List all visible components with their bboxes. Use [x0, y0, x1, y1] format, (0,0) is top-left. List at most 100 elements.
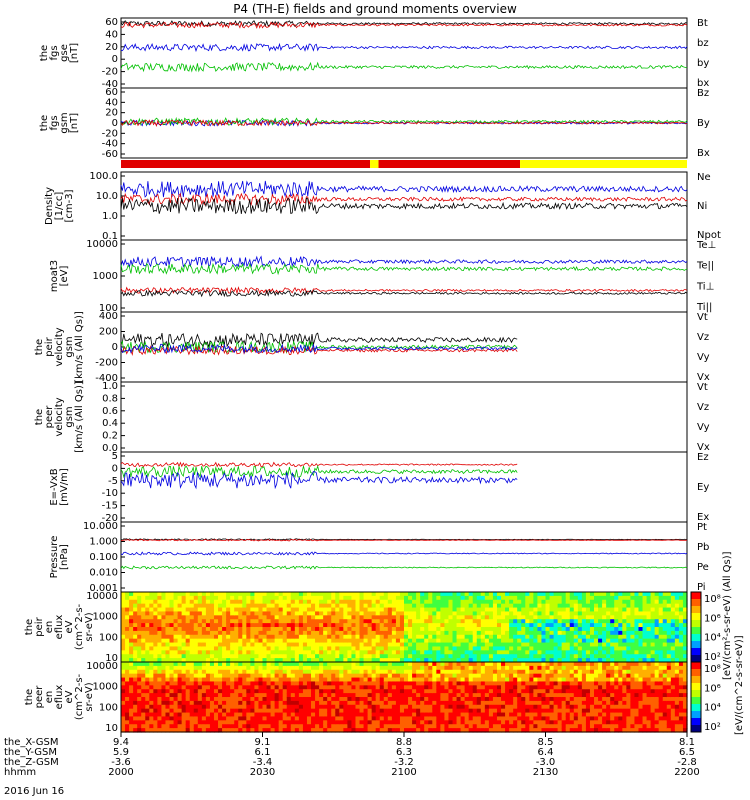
heatmap-cell — [501, 673, 506, 679]
heatmap-cell — [412, 662, 417, 667]
heatmap-cell — [185, 677, 191, 683]
heatmap-cell — [444, 595, 450, 601]
heatmap-cell — [286, 595, 292, 601]
heatmap-cell — [626, 681, 631, 686]
heatmap-cell — [513, 669, 518, 675]
heatmap-cell — [606, 689, 611, 694]
heatmap-cell — [278, 720, 284, 725]
heatmap-cell — [278, 654, 284, 659]
heatmap-cell — [201, 642, 207, 648]
heatmap-cell — [557, 689, 563, 694]
heatmap-cell — [581, 700, 587, 706]
heatmap-cell — [557, 712, 563, 718]
heatmap-cell — [149, 615, 154, 620]
heatmap-cell — [347, 623, 353, 628]
heatmap-cell — [258, 603, 264, 609]
heatmap-cell — [484, 677, 490, 683]
heatmap-cell — [302, 595, 308, 601]
heatmap-cell — [387, 634, 393, 640]
heatmap-cell — [484, 720, 490, 725]
heatmap-cell — [509, 673, 514, 679]
heatmap-cell — [505, 634, 510, 640]
heatmap-cell — [428, 603, 433, 609]
heatmap-cell — [513, 708, 518, 714]
heatmap-cell — [181, 619, 187, 624]
heatmap-cell — [201, 700, 207, 706]
heatmap-cell — [294, 658, 300, 663]
heatmap-cell — [452, 665, 458, 671]
heatmap-cell — [387, 708, 393, 714]
heatmap-cell — [682, 642, 688, 648]
heatmap-cell — [416, 599, 421, 605]
heatmap-cell — [302, 630, 308, 636]
heatmap-cell — [278, 662, 284, 667]
heatmap-cell — [306, 693, 312, 698]
heatmap-cell — [589, 681, 595, 686]
series-blue — [120, 551, 688, 556]
heatmap-cell — [440, 685, 446, 690]
heatmap-cell — [246, 665, 251, 671]
heatmap-cell — [185, 658, 191, 663]
heatmap-cell — [189, 595, 195, 601]
heatmap-cell — [545, 693, 551, 698]
heatmap-cell — [513, 697, 518, 702]
heatmap-cell — [185, 662, 191, 667]
heatmap-cell — [149, 720, 154, 725]
heatmap-cell — [274, 700, 280, 706]
heatmap-cell — [359, 704, 365, 710]
heatmap-cell — [391, 662, 397, 667]
heatmap-cell — [460, 623, 466, 628]
heatmap-cell — [222, 592, 227, 597]
heatmap-cell — [541, 669, 547, 675]
heatmap-cell — [294, 681, 300, 686]
heatmap-cell — [375, 646, 381, 651]
heatmap-cell — [448, 662, 454, 667]
heatmap-cell — [573, 700, 579, 706]
heatmap-cell — [286, 619, 292, 624]
heatmap-cell — [598, 693, 603, 698]
heatmap-cell — [149, 607, 154, 613]
heatmap-cell — [581, 646, 587, 651]
heatmap-cell — [444, 724, 450, 729]
heatmap-cell — [464, 615, 470, 620]
heatmap-cell — [274, 712, 280, 718]
heatmap-cell — [541, 654, 547, 659]
heatmap-cell — [125, 669, 130, 675]
heatmap-cell — [610, 658, 615, 663]
heatmap-cell — [577, 693, 583, 698]
heatmap-cell — [274, 704, 280, 710]
heatmap-cell — [262, 599, 268, 605]
heatmap-cell — [432, 712, 437, 718]
heatmap-cell — [456, 592, 462, 597]
heatmap-cell — [181, 685, 187, 690]
heatmap-cell — [205, 627, 211, 632]
heatmap-cell — [662, 658, 668, 663]
heatmap-cell — [274, 634, 280, 640]
heatmap-cell — [408, 697, 413, 702]
heatmap-cell — [440, 673, 446, 679]
heatmap-cell — [169, 638, 175, 644]
heatmap-cell — [222, 700, 227, 706]
heatmap-cell — [173, 630, 179, 636]
heatmap-cell — [201, 603, 207, 609]
heatmap-cell — [161, 654, 167, 659]
heatmap-cell — [327, 685, 332, 690]
heatmap-cell — [294, 728, 300, 733]
heatmap-cell — [529, 708, 534, 714]
heatmap-cell — [298, 728, 304, 733]
heatmap-cell — [420, 708, 425, 714]
heatmap-cell — [302, 611, 308, 616]
heatmap-cell — [529, 685, 534, 690]
heatmap-cell — [209, 685, 215, 690]
heatmap-cell — [379, 728, 385, 733]
heatmap-cell — [606, 607, 611, 613]
heatmap-cell — [367, 728, 373, 733]
heatmap-cell — [476, 638, 482, 644]
heatmap-cell — [363, 665, 369, 671]
heatmap-cell — [141, 693, 146, 698]
heatmap-cell — [262, 700, 268, 706]
heatmap-cell — [347, 595, 353, 601]
heatmap-cell — [610, 634, 615, 640]
heatmap-cell — [416, 642, 421, 648]
